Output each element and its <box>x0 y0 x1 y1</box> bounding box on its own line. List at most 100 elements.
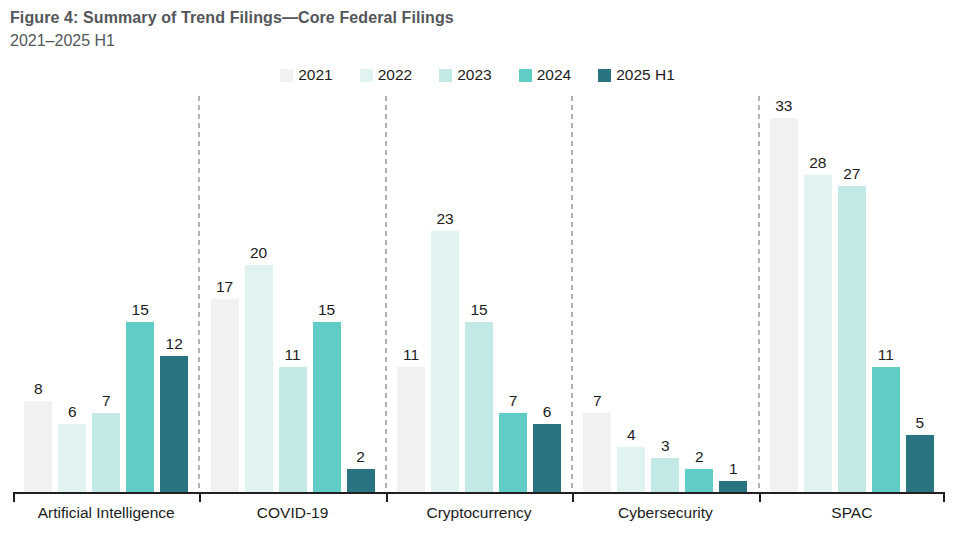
category-label: Artificial Intelligence <box>13 494 199 522</box>
category-label: Cryptocurrency <box>386 494 572 522</box>
bar <box>533 424 561 492</box>
axis-tick <box>572 494 574 502</box>
bar-value-label: 33 <box>775 97 792 114</box>
bar <box>279 367 307 492</box>
bar <box>804 175 832 492</box>
bar-column: 11 <box>279 346 307 492</box>
bar <box>499 413 527 492</box>
plot-area: 8 6 7 15 12 17 20 11 15 2 11 23 15 7 6 7 4 3 2 1 33 28 27 11 5 <box>13 96 945 494</box>
bar-column: 2 <box>347 448 375 492</box>
bar-value-label: 7 <box>102 392 111 409</box>
bar <box>583 413 611 492</box>
bar-column: 1 <box>719 460 747 492</box>
bar-value-label: 20 <box>250 244 267 261</box>
bar-column: 2 <box>685 448 713 492</box>
bar <box>872 367 900 492</box>
bar-column: 7 <box>583 392 611 492</box>
axis-tick <box>199 494 201 502</box>
category-group: 8 6 7 15 12 <box>13 96 199 492</box>
axis-tick <box>386 494 388 502</box>
bar <box>465 322 493 492</box>
bar <box>211 299 239 492</box>
bar-column: 28 <box>804 154 832 492</box>
bar-column: 15 <box>313 301 341 492</box>
bar <box>24 401 52 492</box>
category-label: Cybersecurity <box>572 494 758 522</box>
category-label: SPAC <box>759 494 945 522</box>
figure-subtitle: 2021–2025 H1 <box>10 31 945 51</box>
bar-column: 3 <box>651 437 679 492</box>
bar <box>838 186 866 492</box>
bar-column: 4 <box>617 426 645 492</box>
bar-value-label: 27 <box>843 165 860 182</box>
legend-item: 2024 <box>519 66 571 84</box>
bar-value-label: 15 <box>470 301 487 318</box>
bar-value-label: 7 <box>509 392 518 409</box>
bar-column: 8 <box>24 380 52 492</box>
bar <box>126 322 154 492</box>
bar-value-label: 7 <box>593 392 602 409</box>
legend-label: 2025 H1 <box>616 66 675 84</box>
bar-value-label: 15 <box>132 301 149 318</box>
bar-value-label: 6 <box>68 403 77 420</box>
legend-swatch-icon <box>280 69 293 82</box>
bar-value-label: 8 <box>34 380 43 397</box>
bar-value-label: 3 <box>661 437 670 454</box>
figure-title: Figure 4: Summary of Trend Filings—Core … <box>10 8 945 28</box>
bar-column: 11 <box>872 346 900 492</box>
bar-column: 17 <box>211 278 239 492</box>
bar <box>770 118 798 492</box>
category-axis: Artificial IntelligenceCOVID-19Cryptocur… <box>13 494 945 522</box>
bar <box>160 356 188 492</box>
bar-column: 12 <box>160 335 188 492</box>
axis-tick <box>943 494 945 502</box>
axis-tick <box>13 494 15 502</box>
figure-header: Figure 4: Summary of Trend Filings—Core … <box>10 8 945 51</box>
figure-container: Figure 4: Summary of Trend Filings—Core … <box>0 0 965 537</box>
bar-value-label: 15 <box>318 301 335 318</box>
bar-value-label: 28 <box>809 154 826 171</box>
legend-swatch-icon <box>519 69 532 82</box>
bar <box>685 469 713 492</box>
bar-column: 33 <box>770 97 798 492</box>
bar-column: 6 <box>58 403 86 492</box>
bar-column: 20 <box>245 244 273 492</box>
axis-tick <box>759 494 761 502</box>
bar-value-label: 11 <box>285 346 301 363</box>
bar-column: 5 <box>906 414 934 492</box>
category-group: 7 4 3 2 1 <box>572 96 758 492</box>
bar-value-label: 6 <box>543 403 552 420</box>
legend-swatch-icon <box>439 69 452 82</box>
bar <box>397 367 425 492</box>
bar-value-label: 23 <box>436 210 453 227</box>
category-label: COVID-19 <box>199 494 385 522</box>
legend-item: 2021 <box>280 66 332 84</box>
legend-item: 2025 H1 <box>598 66 675 84</box>
legend-label: 2022 <box>378 66 412 84</box>
bar <box>347 469 375 492</box>
category-group: 17 20 11 15 2 <box>199 96 385 492</box>
bar <box>719 481 747 492</box>
bar-value-label: 11 <box>878 346 894 363</box>
bar-chart: 8 6 7 15 12 17 20 11 15 2 11 23 15 7 6 7 4 3 2 1 33 28 27 11 5 A… <box>13 96 945 522</box>
bar <box>431 231 459 492</box>
bar-value-label: 12 <box>166 335 183 352</box>
bar <box>651 458 679 492</box>
bar-value-label: 17 <box>216 278 233 295</box>
legend-label: 2021 <box>298 66 332 84</box>
bar-column: 23 <box>431 210 459 492</box>
bar-value-label: 11 <box>403 346 419 363</box>
bar <box>617 447 645 492</box>
bar-value-label: 2 <box>695 448 704 465</box>
chart-legend: 2021 2022 2023 2024 2025 H1 <box>10 66 945 84</box>
legend-label: 2023 <box>457 66 491 84</box>
bar <box>92 413 120 492</box>
bar-value-label: 1 <box>729 460 738 477</box>
bar-column: 11 <box>397 346 425 492</box>
bar-column: 6 <box>533 403 561 492</box>
bar-column: 15 <box>465 301 493 492</box>
bar <box>58 424 86 492</box>
legend-item: 2023 <box>439 66 491 84</box>
legend-swatch-icon <box>360 69 373 82</box>
bar-value-label: 4 <box>627 426 636 443</box>
